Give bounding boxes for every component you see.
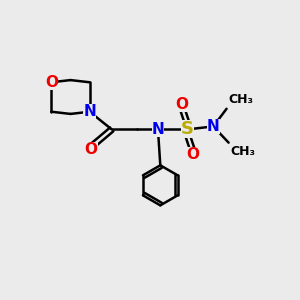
Text: O: O: [176, 97, 189, 112]
Text: CH₃: CH₃: [230, 145, 255, 158]
Text: O: O: [45, 75, 58, 90]
Text: O: O: [85, 142, 98, 157]
Text: N: N: [152, 122, 164, 137]
Text: O: O: [186, 147, 199, 162]
Text: N: N: [207, 119, 220, 134]
Text: S: S: [181, 120, 194, 138]
Text: N: N: [83, 104, 96, 119]
Text: CH₃: CH₃: [228, 93, 253, 106]
